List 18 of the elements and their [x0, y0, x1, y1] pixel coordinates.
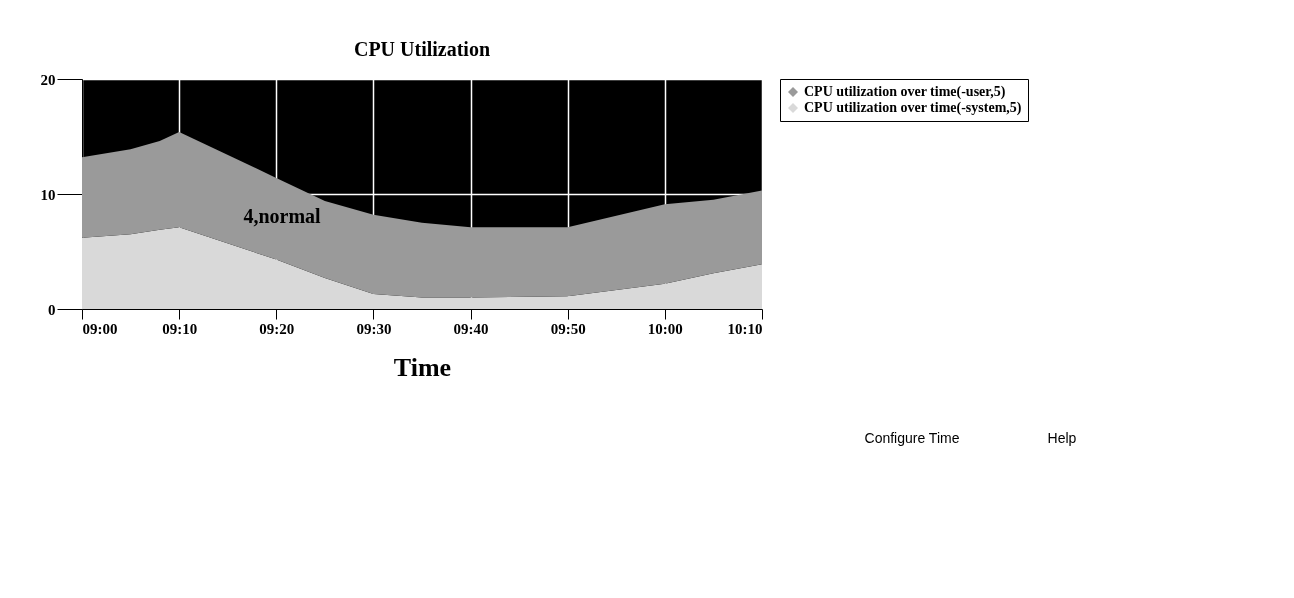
text: Help	[1047, 430, 1077, 446]
text: Configure Time	[864, 430, 960, 446]
annotation: 4,normal	[243, 205, 322, 227]
x-tick-label: 09:30	[356, 320, 392, 337]
x-tick-label: 10:10	[727, 320, 763, 337]
legend-label: CPU utilization over time(-system,5)	[804, 100, 1022, 116]
x-tick-label: 10:00	[647, 320, 683, 337]
y-tick-label: 10	[40, 186, 56, 203]
y-tick-label: 20	[40, 71, 56, 88]
x-tick-label: 09:50	[550, 320, 586, 337]
x-tick-label: 09:20	[259, 320, 295, 337]
x-tick-label: 09:10	[162, 320, 198, 337]
x-tick-label: 09:00	[82, 320, 118, 337]
legend-label: CPU utilization over time(-user,5)	[804, 84, 1006, 100]
x-axis-title: Time	[393, 352, 452, 382]
x-tick-label: 09:40	[453, 320, 489, 337]
y-tick-label: 0	[48, 301, 56, 318]
chart-title: CPU Utilization	[353, 38, 491, 60]
